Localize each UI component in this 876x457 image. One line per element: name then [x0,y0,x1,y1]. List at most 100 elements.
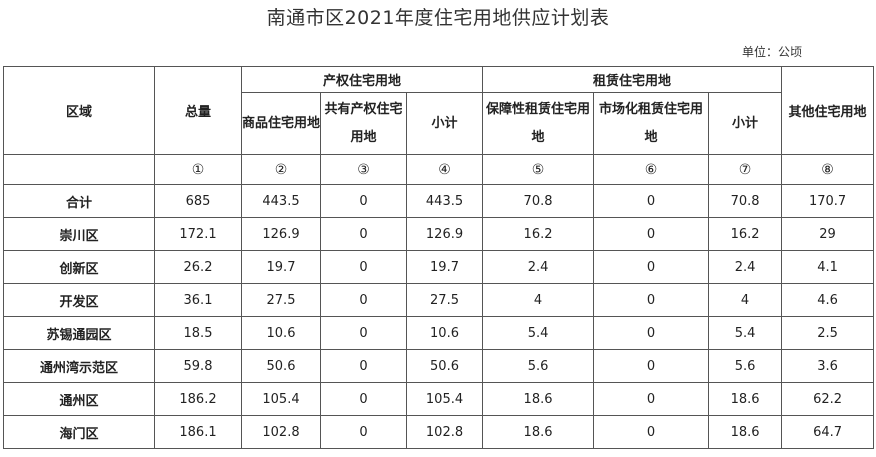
value-cell: 18.6 [708,382,783,416]
header-affordable-rental: 保障性租赁住宅用地 [482,92,595,155]
value-cell: 0 [320,250,407,284]
value-cell: 18.5 [154,316,242,350]
column-number: ⑤ [482,154,595,185]
value-cell: 50.6 [241,349,321,383]
region-cell: 崇川区 [3,217,155,251]
region-cell: 通州区 [3,382,155,416]
column-number: ④ [405,154,484,185]
value-cell: 0 [593,184,710,218]
value-cell: 64.7 [781,415,875,449]
value-cell: 5.4 [708,316,783,350]
value-cell: 0 [320,349,407,383]
value-cell: 19.7 [405,250,484,284]
value-cell: 0 [593,382,710,416]
value-cell: 0 [593,415,710,449]
value-cell: 685 [154,184,242,218]
value-cell: 102.8 [405,415,484,449]
header-property-group: 产权住宅用地 [240,66,484,93]
value-cell: 0 [320,316,407,350]
value-cell: 170.7 [781,184,875,218]
value-cell: 10.6 [405,316,484,350]
value-cell: 27.5 [241,283,321,317]
value-cell: 50.6 [405,349,484,383]
table-row: 苏锡通园区 18.5 10.6 0 10.6 5.4 0 5.4 2.5 [3,316,875,350]
value-cell: 5.6 [708,349,783,383]
region-cell: 苏锡通园区 [3,316,155,350]
table-row: 海门区 186.1 102.8 0 102.8 18.6 0 18.6 64.7 [3,415,875,449]
value-cell: 59.8 [154,349,242,383]
value-cell: 10.6 [241,316,321,350]
value-cell: 2.5 [781,316,875,350]
value-cell: 0 [320,217,407,251]
value-cell: 2.4 [708,250,783,284]
table-row: 通州区 186.2 105.4 0 105.4 18.6 0 18.6 62.2 [3,382,875,416]
header-market-rental: 市场化租赁住宅用地 [593,92,710,155]
header-total: 总量 [154,66,242,155]
value-cell: 26.2 [154,250,242,284]
value-cell: 4 [708,283,783,317]
value-cell: 126.9 [405,217,484,251]
region-cell: 开发区 [3,283,155,317]
value-cell: 172.1 [154,217,242,251]
value-cell: 27.5 [405,283,484,317]
table-row: 合计 685 443.5 0 443.5 70.8 0 70.8 170.7 [3,184,875,218]
value-cell: 0 [593,316,710,350]
table-row: 通州湾示范区 59.8 50.6 0 50.6 5.6 0 5.6 3.6 [3,349,875,383]
value-cell: 62.2 [781,382,875,416]
header-subtotal-rental: 小计 [708,92,783,155]
header-rental-group: 租赁住宅用地 [482,66,783,93]
value-cell: 0 [320,415,407,449]
column-number: ③ [320,154,407,185]
column-number: ⑦ [708,154,783,185]
value-cell: 0 [593,250,710,284]
table-row: 崇川区 172.1 126.9 0 126.9 16.2 0 16.2 29 [3,217,875,251]
value-cell: 5.6 [482,349,595,383]
value-cell: 0 [320,184,407,218]
value-cell: 0 [593,217,710,251]
value-cell: 4 [482,283,595,317]
value-cell: 19.7 [241,250,321,284]
value-cell: 18.6 [708,415,783,449]
column-number-row: ① ② ③ ④ ⑤ ⑥ ⑦ ⑧ [3,154,875,185]
value-cell: 105.4 [241,382,321,416]
unit-label: 单位：公顷 [742,45,803,59]
value-cell: 16.2 [482,217,595,251]
column-number: ⑧ [781,154,875,185]
header-subtotal-property: 小计 [405,92,484,155]
table-row: 创新区 26.2 19.7 0 19.7 2.4 0 2.4 4.1 [3,250,875,284]
header-shared: 共有产权住宅用地 [320,92,407,155]
header-region: 区域 [3,66,155,155]
value-cell: 0 [320,382,407,416]
value-cell: 18.6 [482,382,595,416]
land-supply-table: 区域 总量 产权住宅用地 租赁住宅用地 其他住宅用地 商品住宅用地 共有产权住宅… [3,66,875,449]
value-cell: 105.4 [405,382,484,416]
value-cell: 29 [781,217,875,251]
column-number-blank [3,154,155,185]
region-cell: 通州湾示范区 [3,349,155,383]
value-cell: 0 [593,283,710,317]
value-cell: 0 [320,283,407,317]
region-cell: 海门区 [3,415,155,449]
header-other: 其他住宅用地 [781,66,875,155]
header-commercial: 商品住宅用地 [241,92,321,155]
column-number: ⑥ [593,154,710,185]
value-cell: 443.5 [241,184,321,218]
value-cell: 70.8 [708,184,783,218]
value-cell: 16.2 [708,217,783,251]
column-number: ② [241,154,321,185]
value-cell: 0 [593,349,710,383]
value-cell: 3.6 [781,349,875,383]
value-cell: 2.4 [482,250,595,284]
table-row: 开发区 36.1 27.5 0 27.5 4 0 4 4.6 [3,283,875,317]
value-cell: 126.9 [241,217,321,251]
page-title: 南通市区2021年度住宅用地供应计划表 [266,7,610,29]
value-cell: 4.1 [781,250,875,284]
column-number: ① [154,154,242,185]
value-cell: 4.6 [781,283,875,317]
region-cell: 创新区 [3,250,155,284]
region-cell: 合计 [3,184,155,218]
value-cell: 186.1 [154,415,242,449]
value-cell: 18.6 [482,415,595,449]
value-cell: 5.4 [482,316,595,350]
value-cell: 102.8 [241,415,321,449]
